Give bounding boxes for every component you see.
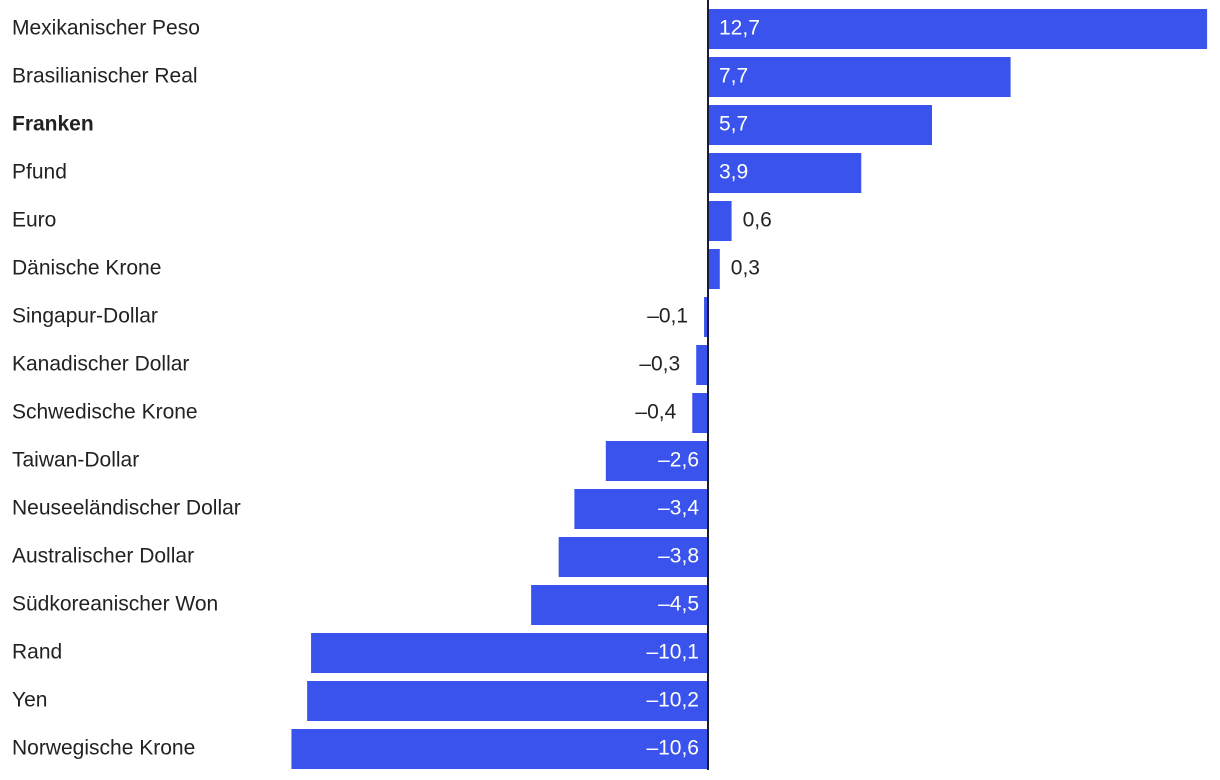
- bar: [311, 633, 708, 673]
- category-label: Euro: [12, 209, 56, 232]
- category-label: Neuseeländischer Dollar: [12, 497, 241, 520]
- value-label: –3,4: [658, 497, 699, 520]
- bar: [307, 681, 708, 721]
- bar: [708, 153, 862, 193]
- value-label: 7,7: [719, 65, 748, 88]
- bar: [708, 9, 1208, 49]
- category-label: Dänische Krone: [12, 257, 161, 280]
- category-label: Norwegische Krone: [12, 737, 195, 760]
- value-label: 0,6: [743, 209, 772, 232]
- value-label: –0,3: [639, 353, 680, 376]
- category-label: Rand: [12, 641, 62, 664]
- value-label: –4,5: [658, 593, 699, 616]
- bar: [531, 585, 708, 625]
- bar: [558, 537, 708, 577]
- bar: [704, 297, 708, 337]
- category-label: Yen: [12, 689, 47, 712]
- category-label: Schwedische Krone: [12, 401, 198, 424]
- category-label: Australischer Dollar: [12, 545, 194, 568]
- value-label: 12,7: [719, 17, 760, 40]
- bar: [708, 57, 1011, 97]
- bar: [605, 441, 708, 481]
- category-label: Taiwan-Dollar: [12, 449, 139, 472]
- category-label: Südkoreanischer Won: [12, 593, 218, 616]
- bar: [696, 345, 708, 385]
- bar: [708, 249, 720, 289]
- value-label: 3,9: [719, 161, 748, 184]
- category-label: Pfund: [12, 161, 67, 184]
- category-label: Franken: [12, 113, 94, 136]
- bar: [574, 489, 708, 529]
- value-label: –2,6: [658, 449, 699, 472]
- value-label: –3,8: [658, 545, 699, 568]
- category-label: Brasilianischer Real: [12, 65, 198, 88]
- value-label: –0,1: [647, 305, 688, 328]
- value-label: 0,3: [731, 257, 760, 280]
- bar: [291, 729, 708, 769]
- category-label: Singapur-Dollar: [12, 305, 158, 328]
- value-label: 5,7: [719, 113, 748, 136]
- category-label: Mexikanischer Peso: [12, 17, 200, 40]
- value-label: –10,6: [646, 737, 699, 760]
- value-label: –10,1: [646, 641, 699, 664]
- category-label: Kanadischer Dollar: [12, 353, 189, 376]
- value-label: –0,4: [635, 401, 676, 424]
- bar: [708, 201, 732, 241]
- value-label: –10,2: [646, 689, 699, 712]
- bar: [692, 393, 708, 433]
- bar: [708, 105, 933, 145]
